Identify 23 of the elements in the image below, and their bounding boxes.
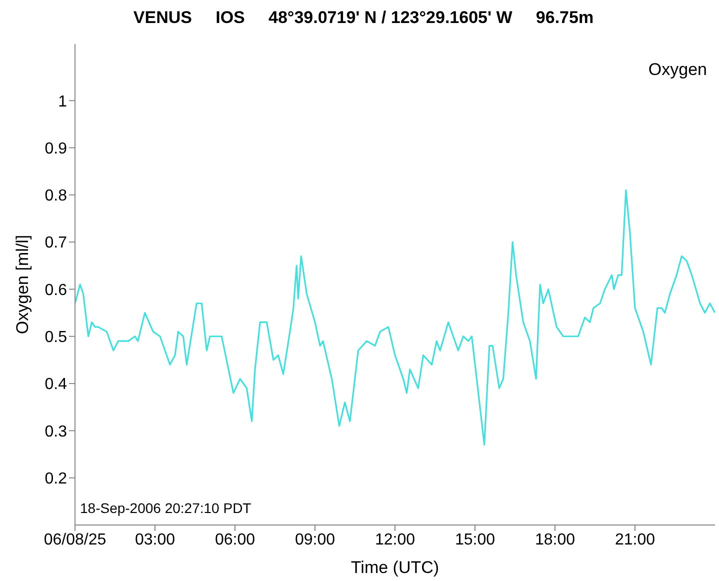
x-tick-label: 03:00 [134, 531, 176, 548]
x-tick-label: 06:00 [214, 531, 256, 548]
y-tick-label: 0.4 [44, 376, 68, 394]
x-tick-label: 18:00 [534, 531, 576, 548]
line-series [75, 189, 715, 446]
y-tick-label: 0.5 [44, 329, 68, 346]
y-tick-label: 0.8 [44, 188, 68, 205]
y-tick-label: 0.6 [44, 282, 68, 299]
y-axis-title: Oxygen [ml/l] [13, 234, 32, 334]
x-tick-label: 15:00 [454, 531, 496, 548]
x-tick-label: 09:00 [294, 531, 336, 548]
y-tick-label: 0.9 [44, 140, 68, 158]
x-tick-label: 21:00 [614, 531, 656, 548]
y-tick-label: 1 [58, 93, 68, 110]
y-tick-label: 0.2 [44, 470, 68, 488]
annotation: Oxygen [648, 60, 707, 80]
y-tick-label: 0.7 [44, 234, 68, 252]
y-tick-label: 0.3 [44, 423, 68, 440]
annotation: 18-Sep-2006 20:27:10 PDT [80, 500, 252, 516]
x-tick-label: 06/08/25 [44, 531, 106, 548]
x-axis-title: Time (UTC) [350, 558, 440, 577]
chart-title: VENUS IOS 48°39.0719' N / 123°29.1605' W 96.75m [132, 8, 595, 28]
x-tick-label: 12:00 [374, 531, 416, 548]
